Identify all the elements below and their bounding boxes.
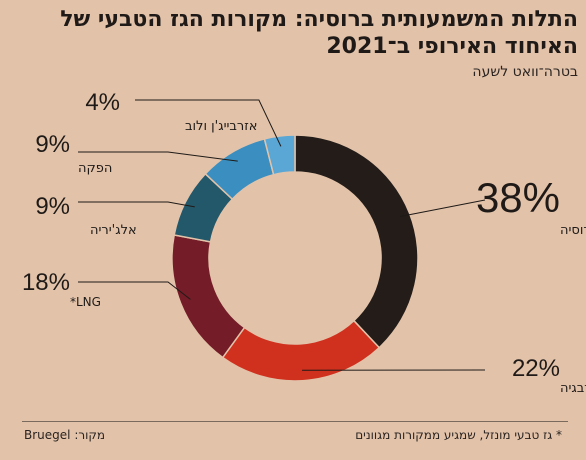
value-label-russia: 38% bbox=[476, 174, 560, 221]
value-label-algeria: 9% bbox=[35, 193, 70, 220]
leader-line-russia bbox=[399, 199, 486, 218]
value-label-azerbaijan-libya: 4% bbox=[85, 89, 120, 116]
category-label-norway: נורבגיה bbox=[560, 381, 586, 396]
chart-title: התלות המשמעותית ברוסיה: מקורות הגז הטבעי… bbox=[60, 7, 578, 59]
footer-divider bbox=[22, 421, 568, 422]
leader-line-lng bbox=[78, 281, 191, 300]
category-label-russia: רוסיה bbox=[560, 223, 586, 238]
leader-line-algeria bbox=[78, 201, 195, 208]
chart-subtitle: בטרה־וואט לשעה bbox=[472, 64, 578, 80]
slice-norway bbox=[221, 319, 381, 382]
category-label-azerbaijan-libya: אזרבייג'ן ולוב bbox=[185, 119, 257, 134]
value-label-lng: 18% bbox=[22, 269, 70, 296]
lng-footnote: * גז טבעי מונזל, שמגיע ממקורות מגוונים bbox=[355, 428, 562, 442]
leader-line-production bbox=[78, 151, 238, 162]
leader-line-azerbaijan-libya bbox=[135, 99, 282, 147]
value-label-norway: 22% bbox=[512, 355, 560, 382]
category-label-algeria: אלג'יריה bbox=[90, 223, 137, 238]
slice-azerbaijan-libya bbox=[263, 134, 296, 176]
value-label-production: 9% bbox=[35, 131, 70, 158]
source-note: מקור: Bruegel bbox=[24, 428, 106, 442]
slice-lng bbox=[171, 234, 246, 359]
category-label-lng: LNG* bbox=[70, 295, 101, 309]
slice-russia bbox=[294, 134, 419, 349]
category-label-production: הפקה bbox=[78, 161, 112, 176]
